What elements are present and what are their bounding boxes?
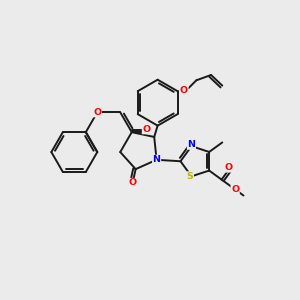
Text: O: O [180, 86, 188, 95]
Text: N: N [153, 155, 160, 164]
Text: O: O [231, 185, 239, 194]
Text: O: O [129, 178, 137, 188]
Text: O: O [225, 163, 233, 172]
Text: O: O [142, 125, 151, 134]
Text: S: S [187, 172, 194, 181]
Text: O: O [93, 108, 101, 117]
Text: N: N [188, 140, 196, 149]
